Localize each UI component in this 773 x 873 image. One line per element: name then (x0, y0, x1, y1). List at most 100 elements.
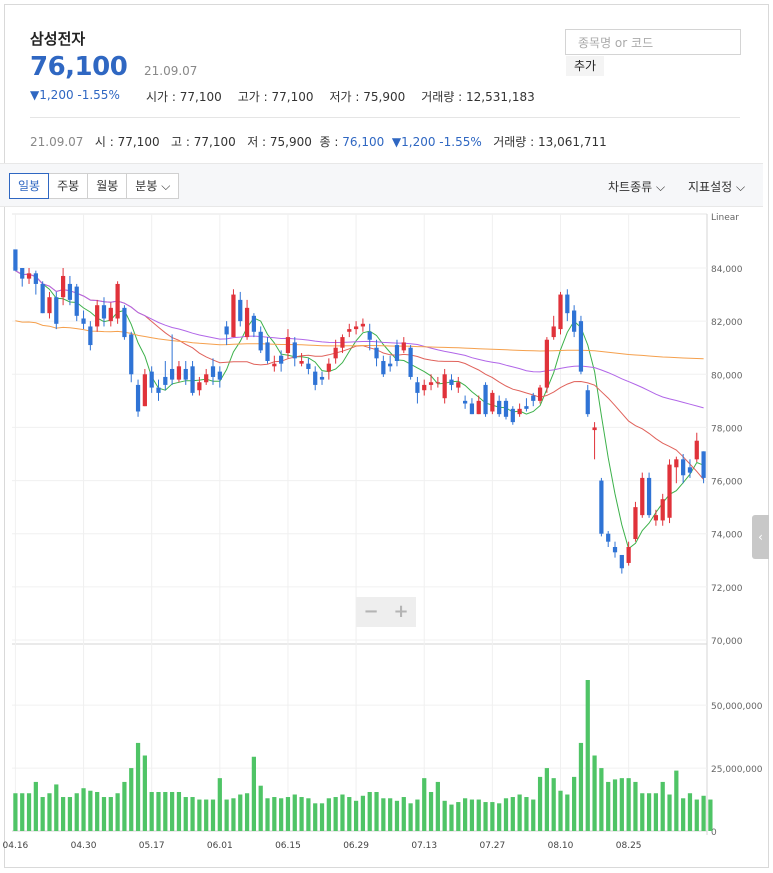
volume-bar (299, 797, 304, 831)
candle-body (244, 307, 250, 338)
volume-bar (646, 793, 652, 831)
volume-bar (231, 798, 236, 831)
candle-body (135, 384, 141, 412)
candle-body (149, 371, 154, 388)
volume-bar (497, 803, 502, 831)
candle-body (258, 331, 263, 351)
volume-bar (401, 797, 406, 831)
period-selector: 일봉 주봉 월봉 분봉 ⌵ (9, 173, 180, 199)
period-monthly-button[interactable]: 월봉 (87, 173, 128, 199)
candle-body (524, 406, 529, 409)
candle-body (442, 374, 447, 399)
candle-body (313, 371, 318, 385)
period-minute-button[interactable]: 분봉 ⌵ (126, 173, 180, 199)
candle-body (210, 366, 216, 377)
date-tick-label: 07.27 (479, 841, 505, 851)
chevron-down-icon: ⌵ (656, 180, 666, 194)
candle-body (476, 400, 481, 415)
volume-bar (633, 781, 638, 831)
volume-bar (244, 793, 250, 831)
volume-bar (360, 795, 366, 831)
candle-body (299, 361, 304, 364)
volume-bar (442, 800, 447, 831)
candle-body (435, 382, 440, 384)
volume-bar (149, 791, 154, 831)
candle-body (394, 345, 400, 361)
candle-body (20, 268, 25, 279)
volume-bar (640, 793, 645, 831)
moving-average-line-120 (15, 320, 704, 360)
candle-body (646, 477, 652, 516)
daily-high: 고 : 77,100 (171, 135, 236, 149)
price-tick-label: 70,000 (711, 637, 743, 647)
volume-bar (279, 798, 284, 831)
candle-body (388, 363, 393, 367)
candle-body (456, 382, 461, 388)
candle-body (626, 547, 631, 563)
volume-bar (285, 797, 291, 831)
volume-bar (26, 793, 32, 831)
volume-bar (251, 756, 256, 831)
candle-body (374, 347, 379, 359)
zoom-out-button[interactable]: − (363, 601, 379, 622)
volume-bar (217, 778, 222, 831)
indicator-menu[interactable]: 지표설정 ⌵ (688, 178, 745, 195)
candle-body (360, 323, 366, 327)
candle-body (428, 382, 434, 385)
candle-body (142, 374, 147, 407)
daily-info: 21.09.07 시 : 77,100 고 : 77,100 저 : 75,90… (30, 133, 607, 150)
stat-high: 고가 : 77,100 (237, 90, 314, 104)
candle-body (115, 283, 120, 319)
volume-tick-label: 50,000,000 (711, 702, 763, 712)
candle-body (660, 499, 665, 521)
volume-bar (660, 781, 665, 831)
volume-bar (599, 768, 604, 831)
volume-bar (681, 798, 686, 831)
candle-body (558, 294, 563, 330)
daily-change: ▼1,200 -1.55% (391, 135, 482, 149)
candle-body (367, 331, 372, 340)
candle-body (122, 307, 127, 338)
daily-close-label: 종 : (319, 135, 343, 149)
chart-type-menu[interactable]: 차트종류 ⌵ (608, 178, 665, 195)
candle-body (537, 387, 543, 401)
volume-bar (544, 768, 549, 831)
candle-body (156, 387, 161, 393)
candle-body (483, 384, 488, 415)
candle-body (238, 299, 243, 322)
current-price: 76,100 (30, 52, 128, 82)
candle-body (176, 366, 182, 380)
volume-bar (374, 791, 379, 831)
volume-bar (33, 781, 38, 831)
volume-bar (163, 791, 168, 831)
volume-bar (340, 794, 345, 831)
volume-bar (210, 799, 216, 831)
candle-body (81, 318, 86, 324)
volume-bar (422, 778, 427, 831)
candle-body (544, 339, 549, 388)
volume-bar (135, 742, 141, 831)
period-daily-button[interactable]: 일봉 (9, 173, 50, 199)
volume-bar (394, 800, 400, 831)
candle-body (163, 376, 168, 385)
candle-body (54, 297, 59, 324)
candle-body (592, 427, 597, 431)
stock-search-input[interactable]: 종목명 or 코드 (565, 29, 741, 55)
date-tick-label: 07.13 (411, 841, 437, 851)
daily-volume: 거래량 : 13,061,711 (493, 135, 607, 149)
candle-body (60, 275, 66, 298)
candle-body (633, 507, 638, 540)
side-panel-toggle[interactable]: ‹ (752, 515, 769, 559)
candle-body (292, 342, 297, 359)
candle-body (340, 337, 345, 348)
candle-body (224, 326, 229, 335)
volume-bar (197, 799, 202, 831)
volume-bar (612, 779, 618, 831)
volume-bar (306, 798, 311, 831)
volume-bar (463, 798, 468, 831)
divider (30, 117, 740, 118)
candle-body (497, 400, 502, 415)
zoom-in-button[interactable]: + (393, 601, 409, 622)
daily-open: 시 : 77,100 (94, 135, 160, 149)
add-button[interactable]: 추가 (566, 56, 604, 76)
